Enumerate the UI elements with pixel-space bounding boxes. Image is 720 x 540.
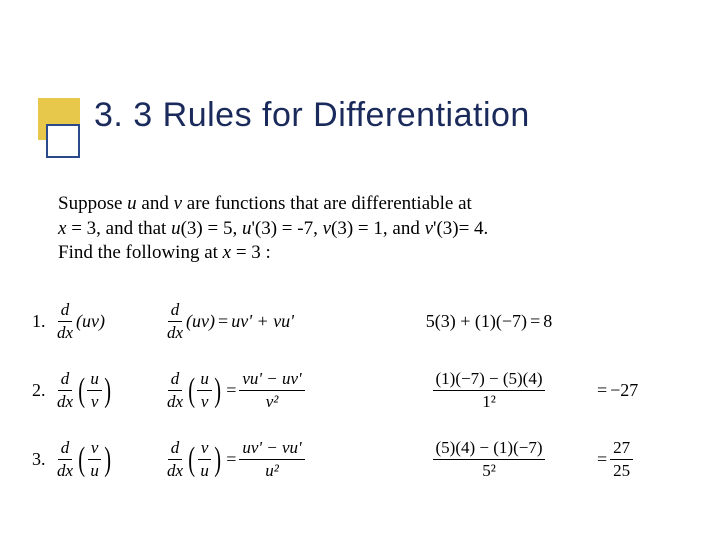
rule-arg: ( u v )	[186, 369, 223, 412]
equals: =	[527, 311, 543, 332]
intro-text: (3) = 5,	[181, 218, 242, 239]
equals: =	[215, 311, 231, 332]
var-u: u	[171, 218, 181, 239]
ddx-operator: d dx	[164, 369, 186, 412]
lhs-arg: ( v u )	[76, 438, 113, 481]
intro-text: and	[137, 193, 174, 214]
calc-expr: 5(3) + (1)(−7)	[426, 311, 527, 332]
var-v: v	[323, 218, 331, 239]
calc-expr: (5)(4) − (1)(−7) 5²	[433, 438, 546, 481]
title-bullet-decoration	[38, 98, 80, 140]
problems-list: 1. d dx (uv) d dx (uv) = uv' + vu' 5(3) …	[32, 300, 702, 507]
intro-text: '(3) = -7,	[251, 218, 322, 239]
rule-arg: ( v u )	[186, 438, 223, 481]
intro-text: '(3)= 4.	[433, 218, 488, 239]
problem-calc: 5(3) + (1)(−7) = 8	[384, 311, 594, 332]
problem-rule: d dx ( v u ) = uv' − vu' u²	[164, 438, 384, 481]
problem-calc: (5)(4) − (1)(−7) 5²	[384, 438, 594, 481]
problem-number: 2.	[32, 380, 54, 401]
intro-text: Find the following at	[58, 242, 223, 263]
rule-rhs: uv' − vu' u²	[239, 438, 304, 481]
var-x: x	[223, 242, 231, 263]
intro-text: Suppose	[58, 193, 127, 214]
intro-text: are functions that are differentiable at	[182, 193, 472, 214]
problem-answer: = −27	[594, 380, 684, 401]
answer: 27 25	[610, 438, 633, 481]
problem-lhs: d dx (uv)	[54, 300, 164, 343]
intro-text: = 3, and that	[66, 218, 171, 239]
lhs-arg: ( u v )	[76, 369, 113, 412]
problem-number: 3.	[32, 449, 54, 470]
page-title: 3. 3 Rules for Differentiation	[94, 96, 530, 135]
problem-row: 3. d dx ( v u ) d dx (	[32, 438, 702, 481]
answer: 8	[543, 311, 552, 332]
problem-number: 1.	[32, 311, 54, 332]
equals: =	[223, 380, 239, 401]
problem-calc: (1)(−7) − (5)(4) 1²	[384, 369, 594, 412]
var-v: v	[425, 218, 433, 239]
ddx-operator: d dx	[54, 438, 76, 481]
rule-rhs: uv' + vu'	[231, 311, 294, 332]
intro-text: (3) = 1, and	[331, 218, 425, 239]
problem-rule: d dx ( u v ) = vu' − uv' v²	[164, 369, 384, 412]
problem-rule: d dx (uv) = uv' + vu'	[164, 300, 384, 343]
equals: =	[223, 449, 239, 470]
calc-expr: (1)(−7) − (5)(4) 1²	[433, 369, 546, 412]
ddx-operator: d dx	[54, 369, 76, 412]
var-u: u	[127, 193, 137, 214]
problem-row: 2. d dx ( u v ) d dx (	[32, 369, 702, 412]
problem-answer: = 27 25	[594, 438, 684, 481]
lhs-arg: (uv)	[76, 311, 105, 332]
ddx-operator: d dx	[54, 300, 76, 343]
rule-rhs: vu' − uv' v²	[239, 369, 304, 412]
problem-lhs: d dx ( u v )	[54, 369, 164, 412]
ddx-operator: d dx	[164, 300, 186, 343]
problem-lhs: d dx ( v u )	[54, 438, 164, 481]
intro-text: = 3 :	[231, 242, 271, 263]
var-v: v	[174, 193, 182, 214]
ddx-operator: d dx	[164, 438, 186, 481]
rule-arg: (uv)	[186, 311, 215, 332]
answer: −27	[610, 380, 638, 401]
problem-intro: Suppose u and v are functions that are d…	[58, 192, 668, 266]
problem-row: 1. d dx (uv) d dx (uv) = uv' + vu' 5(3) …	[32, 300, 702, 343]
